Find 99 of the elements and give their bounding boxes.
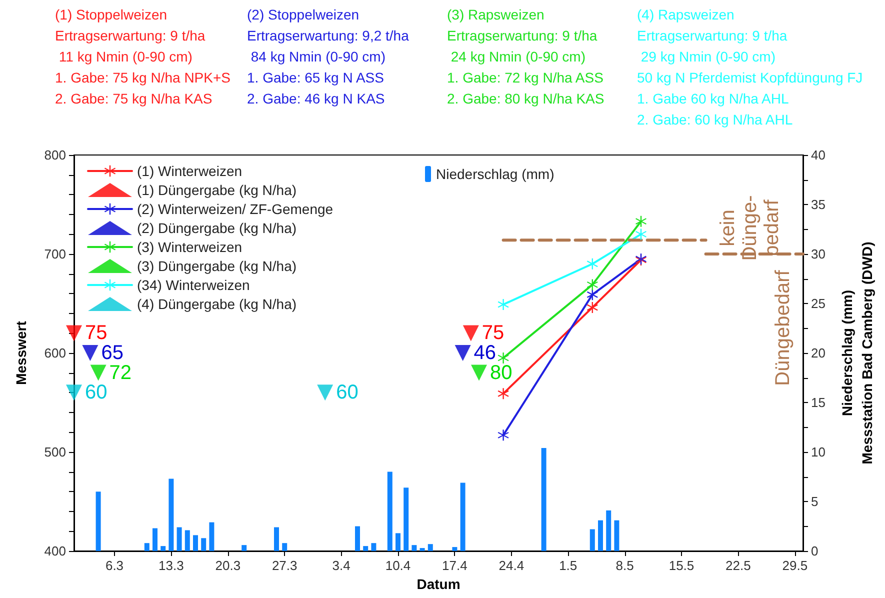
y2-tick-label: 35: [811, 197, 826, 212]
bar: [404, 488, 409, 551]
y2-tick-label: 5: [811, 494, 818, 509]
annotation: 72: [109, 362, 132, 384]
point: [498, 352, 509, 364]
bar: [193, 535, 198, 551]
legend-label: (3) Düngergabe (kg N/ha): [137, 258, 297, 274]
bar: [428, 544, 433, 551]
point: [498, 298, 509, 310]
x-axis-title: Datum: [416, 576, 460, 592]
annotation: 46: [474, 342, 496, 364]
point: [317, 384, 334, 401]
point: [471, 364, 487, 381]
legend-label: Niederschlag (mm): [436, 166, 554, 182]
y2-tick-label: 40: [811, 148, 826, 162]
bar: [96, 492, 101, 551]
y2-tick-label: 10: [811, 444, 826, 460]
point: [90, 364, 106, 381]
bar: [355, 526, 360, 551]
text: (2) Stoppelweizen Ertragserwartung: 9,2 t/ha 84 kg Nmin (0-90 cm) 1. Gabe: 65 kg N ASS 2. Gabe: 46 kg N KAS: [247, 6, 410, 106]
y2-tick-label: 0: [811, 544, 818, 558]
annotation: 75: [482, 322, 504, 344]
bar: [590, 529, 595, 551]
legend-label: (2) Winterweizen/ ZF-Gemenge: [137, 201, 334, 217]
point: [462, 325, 479, 342]
legend-label: (1) Winterweizen: [137, 163, 242, 179]
legend-label: (3) Winterweizen: [137, 239, 242, 255]
annotation: 75: [85, 322, 108, 344]
x-tick-label: 29.5: [782, 558, 808, 573]
point: [636, 228, 646, 240]
y2-tick-label: 30: [811, 246, 826, 262]
point: [66, 325, 82, 342]
x-tick-label: 27.3: [272, 558, 298, 573]
text: (3) Rapsweizen Ertragserwartung: 9 t/ha 24 kg Nmin (0-90 cm) 1. Gabe: 72 kg N/ha ASS 2. Gabe: 80 kg N/ha KAS: [447, 6, 604, 106]
bar: [452, 547, 458, 551]
point: [586, 279, 598, 290]
x-tick-label: 24.4: [498, 558, 524, 573]
bar: [614, 520, 620, 551]
bar: [363, 546, 368, 551]
bar: [387, 472, 392, 551]
y-tick-label: 800: [44, 148, 66, 162]
annotation: Düngebedarf: [772, 270, 794, 386]
x-tick-label: 15.5: [668, 558, 694, 573]
y-tick-label: 600: [44, 346, 66, 360]
y2-axis-title: Niederschlag (mm) Messstation Bad Camberg (DWD): [839, 242, 875, 464]
bar: [152, 528, 158, 551]
y2-tick-label: 25: [811, 296, 826, 311]
annotation: 80: [490, 362, 512, 384]
bar: [420, 548, 425, 551]
text: (1) Stoppelweizen Ertragserwartung: 9 t/ha 11 kg Nmin (0-90 cm) 1. Gabe: 75 kg N/ha NPK+S 2. Gabe: 75 kg N/ha KAS: [55, 6, 230, 106]
point: [586, 302, 598, 313]
point: [66, 384, 82, 401]
bar: [160, 546, 166, 551]
bar: [209, 522, 214, 551]
text: (4) Rapsweizen Ertragserwartung: 9 t/ha 29 kg Nmin (0-90 cm) 50 kg N Pferdemist Kopfdüngung FJ 1. Gabe 60 kg N/ha AHL 2. Gabe: 60 kg N/ha AHL: [637, 6, 863, 128]
point: [498, 388, 509, 400]
x-tick-label: 6.3: [105, 558, 124, 573]
legend-label: (4) Düngergabe (kg N/ha): [137, 296, 297, 312]
point: [586, 258, 598, 270]
bar: [176, 527, 182, 551]
annotation: 65: [101, 342, 124, 364]
bar: [371, 543, 376, 551]
bar: [242, 545, 247, 551]
bar: [396, 533, 400, 551]
bar: [598, 520, 603, 551]
bar: [412, 545, 417, 551]
legend-label: (1) Düngergabe (kg N/ha): [137, 182, 297, 198]
bar: [144, 543, 150, 551]
legend-label: (2) Düngergabe (kg N/ha): [137, 220, 297, 236]
bar: [168, 478, 174, 551]
y-tick-label: 500: [44, 444, 66, 460]
bar: [184, 530, 190, 551]
legend-label: (34) Winterweizen: [137, 277, 250, 293]
y-axis-title: Messwert: [13, 320, 29, 385]
bar: [460, 482, 466, 551]
annotation: 60: [336, 382, 358, 404]
bar: [282, 543, 288, 551]
point: [586, 289, 598, 300]
bar: [541, 448, 546, 551]
x-tick-label: 8.5: [616, 558, 634, 573]
bar: [606, 510, 612, 551]
x-tick-label: 1.5: [559, 558, 578, 573]
point: [454, 345, 471, 361]
point: [636, 216, 646, 227]
annotation: 60: [85, 382, 108, 404]
bar: [274, 527, 279, 551]
y-tick-label: 700: [44, 246, 66, 262]
x-tick-label: 22.5: [726, 558, 751, 573]
y-tick-label: 400: [44, 544, 66, 558]
point: [498, 430, 509, 441]
point: [82, 345, 98, 361]
x-tick-label: 10.4: [385, 558, 411, 573]
x-tick-label: 3.4: [332, 558, 350, 573]
x-tick-label: 20.3: [215, 558, 241, 573]
bar: [201, 538, 206, 551]
y2-tick-label: 15: [811, 395, 826, 410]
x-tick-label: 13.3: [158, 558, 184, 573]
x-tick-label: 17.4: [442, 558, 468, 573]
y2-tick-label: 20: [811, 346, 826, 360]
